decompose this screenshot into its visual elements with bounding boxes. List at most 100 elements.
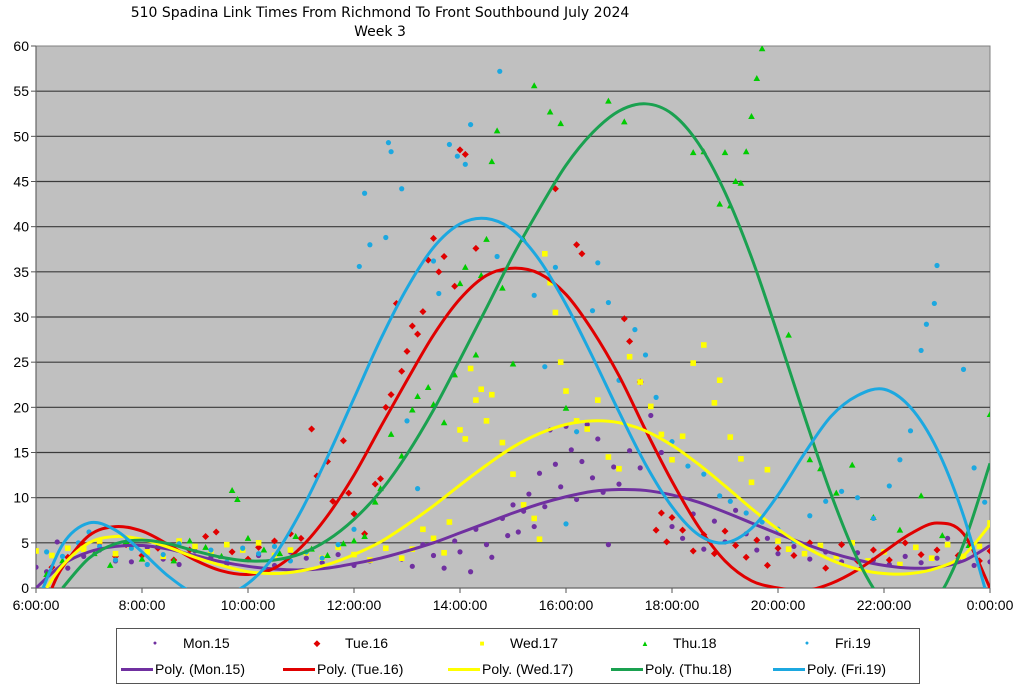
data-point [509,360,517,367]
data-point [106,561,114,568]
data-point [350,537,358,544]
legend-item-poly-mon15: Poly. (Mon.15) [121,661,245,677]
data-point [632,327,638,333]
y-tick-label: 35 [13,264,29,280]
data-point [716,377,723,384]
data-point [462,436,469,442]
data-point [595,260,601,266]
legend-item-thu18: ▲ Thu.18 [635,635,717,651]
data-point [430,258,437,264]
data-point [383,234,389,241]
x-tick-label: 14:00:00 [433,597,488,613]
data-point [886,483,892,489]
data-point [452,538,458,544]
data-point [986,547,990,555]
data-point [982,499,988,505]
data-point [59,553,66,559]
data-point [414,392,421,399]
data-point [748,479,755,486]
data-point [690,360,696,366]
y-tick-label: 30 [13,309,29,325]
trendline-poly-thu-18 [61,102,990,588]
data-point [324,551,331,558]
data-point [497,68,503,74]
data-point [202,533,210,541]
data-point [733,507,739,513]
data-point [65,545,71,552]
data-point [356,263,362,270]
data-point [36,548,39,554]
data-point [542,364,548,370]
data-point [224,541,230,548]
data-point [807,513,813,519]
legend-line-swatch [121,667,153,671]
data-point [976,543,983,550]
data-point [689,547,697,555]
data-point [176,561,182,568]
data-point [420,526,426,533]
x-tick-label: 22:00:00 [857,597,912,613]
data-point [138,555,146,562]
trendlines [36,102,990,588]
data-point [648,412,654,419]
data-point [409,563,415,569]
data-point [430,234,437,242]
data-point [441,565,447,571]
legend-item-tue16: ◆ Tue.16 [307,635,389,651]
data-point [335,551,341,558]
data-point [530,82,538,89]
data-point [377,475,384,483]
x-tick-label: 20:00:00 [751,597,806,613]
data-point [456,280,464,287]
data-point [785,546,792,552]
data-point [531,523,537,530]
x-tick-label: 8:00:00 [119,597,166,613]
data-point [931,300,937,307]
data-point [913,544,919,551]
legend-item-wed17: ■ Wed.17 [472,635,558,651]
data-point [616,465,622,472]
data-point [663,538,671,546]
data-point [505,533,511,539]
data-point [627,448,633,454]
data-point [536,470,543,476]
data-point [424,383,432,390]
y-tick-label: 15 [13,445,29,461]
data-point [468,569,474,575]
data-point [848,461,856,468]
data-point [562,404,570,411]
data-point [208,549,214,556]
data-point [192,543,198,550]
data-point [574,429,580,435]
data-point [319,560,325,566]
data-point [208,547,214,553]
data-point [409,406,416,413]
data-point [833,553,840,560]
data-point [398,452,405,459]
data-point [335,544,341,551]
data-point [415,486,421,492]
data-point [626,353,633,360]
data-point [176,538,182,544]
data-point [986,411,990,418]
data-point [711,400,718,406]
series-mon15 [36,412,990,575]
y-tick-label: 45 [13,174,29,190]
data-point [536,536,543,543]
x-tick-label: 10:00:00 [221,597,276,613]
data-point [388,149,394,155]
data-point [637,379,643,385]
data-point [436,290,442,297]
data-point [748,112,755,119]
legend-marker-circle-icon: ● [804,639,810,647]
data-point [918,560,924,566]
y-tick-label: 0 [21,580,29,596]
data-point [605,542,612,548]
legend-label: Wed.17 [510,635,558,651]
data-point [202,543,209,550]
data-point [542,504,548,510]
data-point [605,454,612,460]
data-point [563,521,569,527]
data-point [595,397,601,403]
data-point [971,465,977,471]
